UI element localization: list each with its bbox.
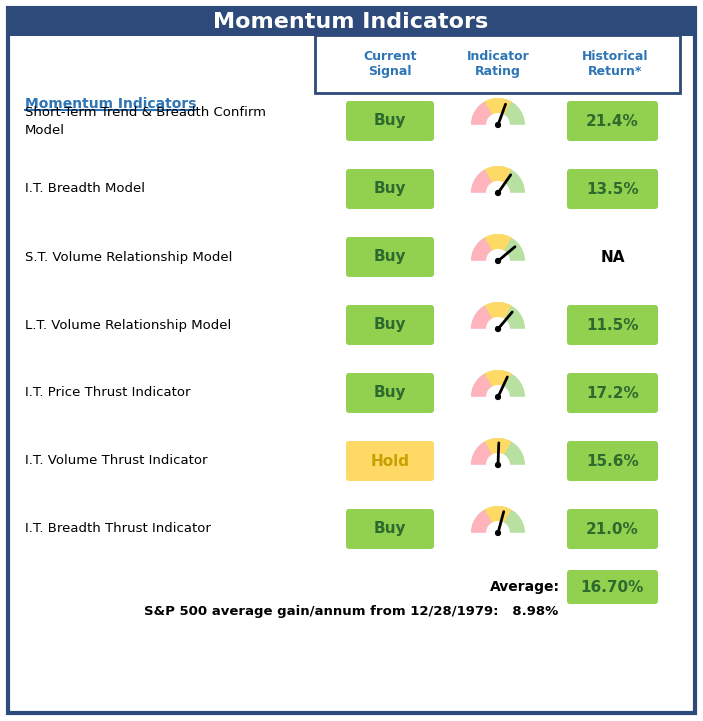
Text: Average:: Average:	[490, 580, 560, 594]
Circle shape	[486, 386, 510, 408]
Text: Short-Term Trend & Breadth Confirm: Short-Term Trend & Breadth Confirm	[25, 105, 266, 118]
Wedge shape	[484, 166, 512, 193]
Text: Buy: Buy	[374, 386, 406, 400]
Wedge shape	[471, 238, 498, 261]
FancyBboxPatch shape	[567, 570, 658, 604]
Bar	[471, 125, 525, 129]
Text: I.T. Breadth Model: I.T. Breadth Model	[25, 182, 145, 195]
Text: S.T. Volume Relationship Model: S.T. Volume Relationship Model	[25, 250, 233, 263]
Text: Indicator
Rating: Indicator Rating	[467, 50, 529, 78]
FancyBboxPatch shape	[567, 373, 658, 413]
Text: NA: NA	[600, 249, 625, 265]
Circle shape	[486, 114, 510, 136]
FancyBboxPatch shape	[567, 441, 658, 481]
Text: S&P 500 average gain/annum from 12/28/1979:   8.98%: S&P 500 average gain/annum from 12/28/19…	[144, 604, 558, 617]
Wedge shape	[471, 370, 525, 397]
Wedge shape	[471, 506, 525, 533]
Wedge shape	[471, 302, 525, 329]
Text: Momentum Indicators: Momentum Indicators	[25, 97, 197, 111]
Text: Current
Signal: Current Signal	[363, 50, 417, 78]
Wedge shape	[484, 98, 512, 125]
FancyBboxPatch shape	[346, 373, 434, 413]
FancyBboxPatch shape	[346, 237, 434, 277]
Text: L.T. Volume Relationship Model: L.T. Volume Relationship Model	[25, 319, 231, 332]
FancyBboxPatch shape	[8, 8, 695, 713]
Text: 13.5%: 13.5%	[586, 182, 639, 197]
Text: I.T. Price Thrust Indicator: I.T. Price Thrust Indicator	[25, 386, 191, 399]
Bar	[471, 465, 525, 469]
Circle shape	[496, 394, 501, 399]
Text: 16.70%: 16.70%	[581, 580, 644, 595]
Wedge shape	[484, 370, 512, 397]
FancyBboxPatch shape	[567, 101, 658, 141]
Circle shape	[496, 463, 501, 467]
Text: 21.0%: 21.0%	[586, 521, 639, 536]
Circle shape	[496, 531, 501, 536]
Circle shape	[486, 522, 510, 544]
Text: 21.4%: 21.4%	[586, 113, 639, 128]
Text: Historical
Return*: Historical Return*	[582, 50, 648, 78]
Wedge shape	[471, 306, 498, 329]
Text: Buy: Buy	[374, 113, 406, 128]
FancyBboxPatch shape	[567, 305, 658, 345]
Text: Momentum Indicators: Momentum Indicators	[214, 12, 489, 32]
Text: Buy: Buy	[374, 521, 406, 536]
FancyBboxPatch shape	[567, 169, 658, 209]
Text: 17.2%: 17.2%	[586, 386, 639, 400]
Text: Hold: Hold	[370, 454, 410, 469]
Text: Buy: Buy	[374, 317, 406, 332]
Bar	[471, 329, 525, 333]
Bar	[471, 533, 525, 537]
Wedge shape	[471, 102, 498, 125]
Text: I.T. Volume Thrust Indicator: I.T. Volume Thrust Indicator	[25, 454, 207, 467]
FancyBboxPatch shape	[346, 169, 434, 209]
FancyBboxPatch shape	[567, 509, 658, 549]
FancyBboxPatch shape	[8, 8, 695, 36]
Text: Model: Model	[25, 123, 65, 136]
Wedge shape	[471, 166, 525, 193]
Wedge shape	[471, 510, 498, 533]
FancyBboxPatch shape	[346, 305, 434, 345]
Circle shape	[496, 123, 501, 128]
Text: 15.6%: 15.6%	[586, 454, 639, 469]
Text: Buy: Buy	[374, 249, 406, 265]
Wedge shape	[471, 373, 498, 397]
FancyBboxPatch shape	[346, 101, 434, 141]
FancyBboxPatch shape	[315, 35, 680, 93]
Circle shape	[496, 327, 501, 332]
Text: Buy: Buy	[374, 182, 406, 197]
Wedge shape	[471, 98, 525, 125]
Bar	[471, 261, 525, 265]
Wedge shape	[471, 169, 498, 193]
FancyBboxPatch shape	[346, 509, 434, 549]
Circle shape	[496, 259, 501, 263]
Text: I.T. Breadth Thrust Indicator: I.T. Breadth Thrust Indicator	[25, 523, 211, 536]
Bar	[471, 397, 525, 401]
Wedge shape	[471, 234, 525, 261]
Circle shape	[486, 182, 510, 204]
Circle shape	[496, 190, 501, 195]
Wedge shape	[471, 442, 498, 465]
Wedge shape	[471, 438, 525, 465]
Wedge shape	[484, 438, 512, 465]
Wedge shape	[484, 506, 512, 533]
FancyBboxPatch shape	[346, 441, 434, 481]
Text: 11.5%: 11.5%	[586, 317, 639, 332]
Circle shape	[486, 318, 510, 340]
Circle shape	[486, 249, 510, 273]
Wedge shape	[484, 234, 512, 261]
Circle shape	[486, 454, 510, 477]
Bar	[471, 193, 525, 197]
Wedge shape	[484, 302, 512, 329]
